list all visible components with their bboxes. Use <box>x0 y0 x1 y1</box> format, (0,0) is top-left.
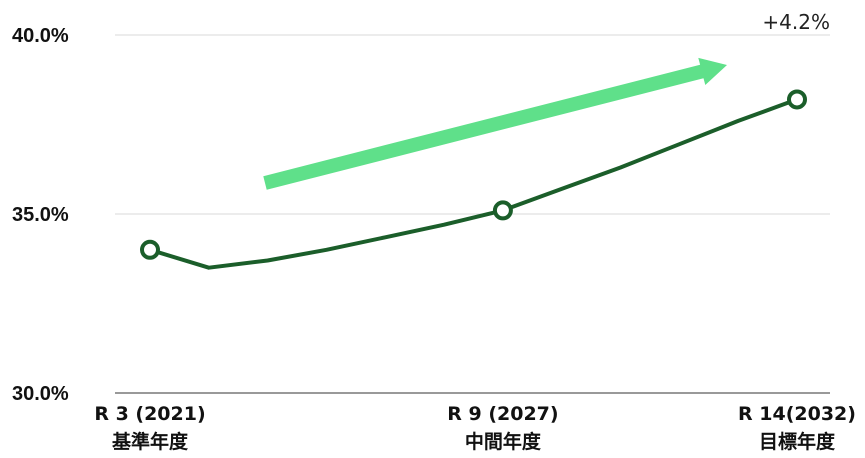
y-tick-label-0: 30.0% <box>12 383 69 405</box>
growth-annotation: +4.2% <box>762 10 830 34</box>
y-axis-ticks: 30.0% 35.0% 40.0% <box>12 25 69 405</box>
series-line <box>148 97 799 270</box>
x-label-period-0: 基準年度 <box>111 430 189 453</box>
y-tick-label-2: 40.0% <box>12 25 69 47</box>
data-point-1 <box>492 200 513 221</box>
data-point-2 <box>787 89 807 110</box>
y-tick-label-1: 35.0% <box>12 204 69 226</box>
x-axis-labels: R 3 (2021) 基準年度 R 9 (2027) 中間年度 R 14(2032) 目標… <box>94 403 856 453</box>
grid-lines <box>115 34 830 215</box>
x-label-period-1: 中間年度 <box>465 430 542 453</box>
trend-arrow <box>263 57 727 190</box>
data-markers <box>140 89 807 260</box>
x-label-year-0: R 3 (2021) <box>94 403 205 425</box>
x-label-period-2: 目標年度 <box>759 430 836 453</box>
x-label-year-1: R 9 (2027) <box>447 403 558 425</box>
data-point-0 <box>140 239 160 260</box>
x-label-year-2: R 14(2032) <box>738 403 856 425</box>
